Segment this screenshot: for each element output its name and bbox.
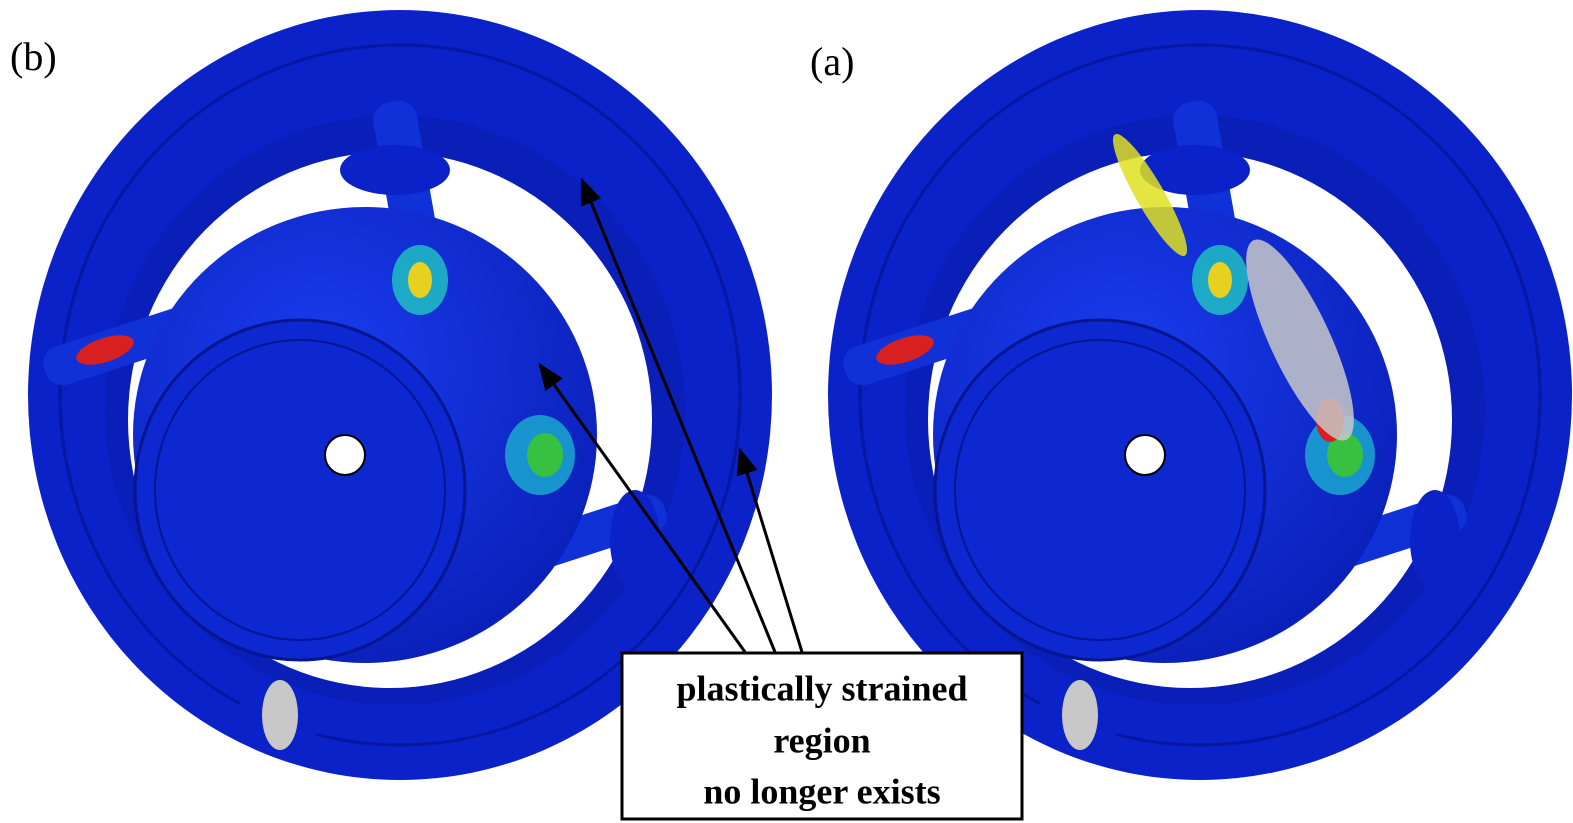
annotation-line: plastically strained — [676, 668, 967, 708]
figure: (b) (a) plastically strained region no l… — [0, 0, 1573, 823]
panel-label: (b) — [10, 34, 57, 79]
annotation-line: no longer exists — [703, 771, 940, 811]
annotation-line: region — [773, 720, 870, 760]
panel-label: (a) — [810, 39, 854, 84]
